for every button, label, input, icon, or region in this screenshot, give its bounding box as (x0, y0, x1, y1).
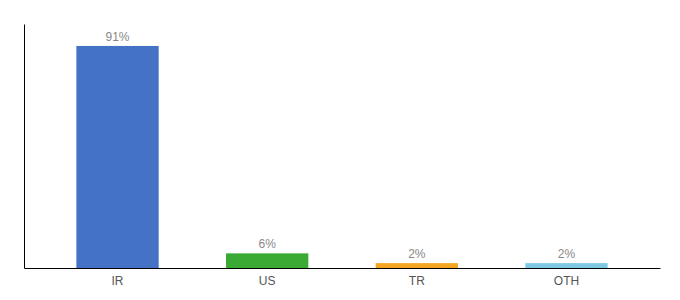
y-axis (24, 25, 25, 269)
chart-svg: IR US TR OTH 91% 6% 2% 2% (0, 0, 680, 300)
data-label: 91% (106, 30, 130, 44)
plot-area: IR US TR OTH 91% 6% 2% 2% (25, 25, 661, 288)
bar (376, 263, 458, 268)
x-tick: IR (112, 274, 124, 288)
x-tick: US (259, 274, 276, 288)
x-axis-line (25, 268, 661, 269)
x-tick-label: OTH (554, 274, 579, 288)
x-tick-label: US (259, 274, 276, 288)
data-label: 2% (408, 247, 426, 261)
bar (226, 253, 308, 268)
bar (525, 263, 607, 268)
data-labels: 91% 6% 2% 2% (106, 30, 576, 261)
data-label: 2% (558, 247, 576, 261)
chart-container: IR US TR OTH 91% 6% 2% 2% (0, 0, 680, 300)
x-tick-label: IR (112, 274, 124, 288)
data-label: 6% (259, 237, 277, 251)
bars (76, 46, 607, 268)
x-tick-label: TR (409, 274, 425, 288)
x-tick: OTH (554, 274, 579, 288)
x-axis: IR US TR OTH (25, 269, 661, 288)
x-tick: TR (409, 274, 425, 288)
bar (76, 46, 158, 268)
y-axis-line (24, 25, 25, 269)
